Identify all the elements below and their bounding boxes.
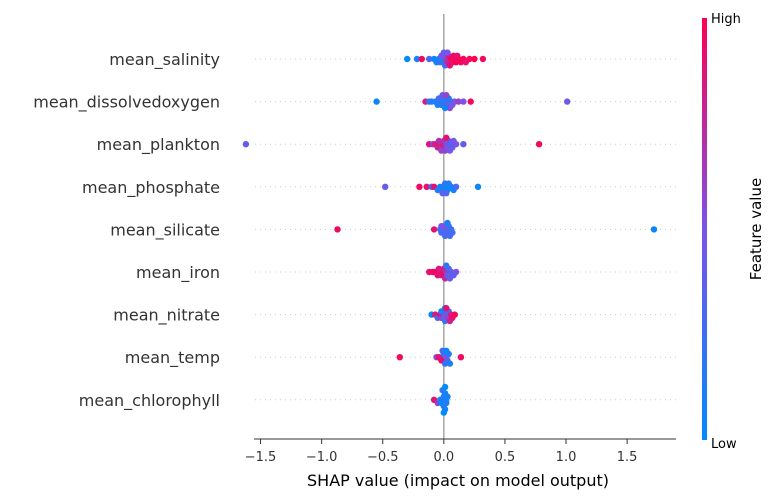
- shap-point: [416, 183, 423, 190]
- shap-point: [460, 98, 467, 105]
- x-tick-label: 0.5: [495, 450, 516, 465]
- shap-point: [451, 311, 458, 318]
- shap-point: [373, 98, 380, 105]
- feature-label: mean_nitrate: [113, 306, 220, 326]
- feature-label: mean_plankton: [97, 135, 220, 155]
- shap-point: [460, 141, 467, 148]
- x-tick-label: −0.5: [367, 450, 399, 465]
- shap-point: [423, 183, 430, 190]
- shap-point: [455, 98, 462, 105]
- x-axis: −1.5 −1.0 −0.5 0.0 0.5 1.0 1.5: [245, 438, 676, 465]
- shap-point: [441, 104, 449, 112]
- x-axis-label: SHAP value (impact on model output): [307, 471, 609, 490]
- feature-label: mean_dissolvedoxygen: [33, 93, 220, 113]
- shap-point: [443, 305, 450, 312]
- shap-point: [438, 147, 445, 154]
- points-layer: [242, 49, 658, 416]
- shap-point: [650, 226, 658, 233]
- x-tick-label: 1.0: [556, 450, 577, 465]
- feature-label: mean_iron: [136, 263, 220, 283]
- feature-label: mean_salinity: [109, 50, 220, 70]
- shap-point: [396, 354, 403, 361]
- shap-point: [443, 134, 450, 141]
- shap-point: [443, 190, 450, 197]
- shap-point: [430, 226, 438, 233]
- colorbar-low-label: Low: [711, 437, 737, 452]
- shap-point: [435, 137, 443, 145]
- shap-point: [457, 354, 465, 361]
- x-tick-label: −1.0: [306, 450, 338, 465]
- feature-label: mean_chlorophyll: [79, 391, 220, 411]
- shap-point: [474, 183, 482, 190]
- shap-point: [452, 183, 460, 190]
- colorbar-high-label: High: [711, 12, 741, 27]
- shap-point: [440, 409, 447, 416]
- x-tick-label: −1.5: [245, 450, 277, 465]
- shap-point: [382, 183, 389, 190]
- feature-rows: mean_salinity mean_dissolvedoxygen mean_pl…: [33, 50, 676, 411]
- colorbar-gradient: [702, 18, 707, 440]
- colorbar: High Low Feature value: [702, 12, 765, 452]
- x-tick-label: 0.0: [433, 450, 454, 465]
- feature-label: mean_temp: [125, 348, 220, 368]
- shap-point: [535, 141, 543, 148]
- shap-point: [443, 262, 450, 269]
- shap-point: [446, 360, 454, 367]
- shap-point: [242, 141, 250, 148]
- shap-point: [564, 98, 571, 105]
- shap-point: [444, 49, 451, 56]
- shap-point: [443, 347, 450, 354]
- shap-point: [413, 55, 421, 63]
- shap-point: [334, 226, 341, 233]
- shap-point: [438, 223, 445, 230]
- feature-label: mean_phosphate: [82, 178, 220, 198]
- shap-point: [467, 98, 474, 105]
- shap-point: [444, 393, 451, 400]
- shap-point: [471, 55, 478, 63]
- shap-point: [418, 55, 425, 63]
- shap-point: [443, 92, 450, 99]
- feature-label: mean_silicate: [110, 220, 220, 240]
- colorbar-title: Feature value: [747, 178, 765, 280]
- shap-point: [443, 399, 450, 407]
- shap-point: [444, 219, 451, 227]
- shap-point: [441, 383, 449, 391]
- x-tick-label: 1.5: [617, 450, 638, 465]
- shap-point: [449, 229, 456, 236]
- shap-point: [452, 268, 460, 276]
- shap-point: [479, 55, 487, 63]
- shap-point: [466, 55, 473, 63]
- shap-point: [426, 55, 433, 63]
- shap-point: [404, 55, 411, 63]
- shap-point: [435, 265, 443, 272]
- shap-point: [452, 141, 460, 148]
